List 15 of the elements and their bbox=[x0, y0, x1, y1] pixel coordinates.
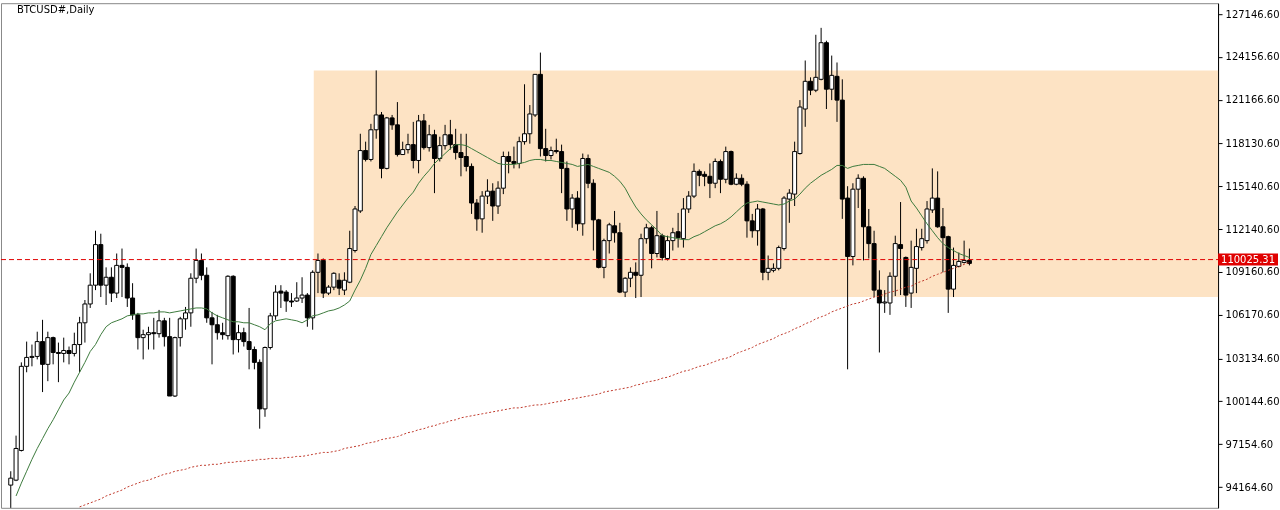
y-tick-label: 112140.60 bbox=[1225, 223, 1280, 235]
y-tick-label: 121166.60 bbox=[1225, 94, 1280, 106]
y-tick-label: 127146.60 bbox=[1225, 8, 1280, 20]
y-tick-label: 109160.60 bbox=[1225, 266, 1280, 278]
y-tick-label: 97154.60 bbox=[1225, 438, 1274, 450]
y-tick-label: 115140.60 bbox=[1225, 180, 1280, 192]
chart-title: BTCUSD#,Daily bbox=[16, 4, 95, 16]
ref-line-label: 110025.31 bbox=[1221, 253, 1276, 265]
line-series bbox=[79, 261, 970, 508]
y-tick-label: 103134.60 bbox=[1225, 352, 1280, 364]
y-tick-label: 100144.60 bbox=[1225, 395, 1280, 407]
y-tick-label: 94164.60 bbox=[1225, 481, 1274, 493]
y-tick-label: 118130.60 bbox=[1225, 137, 1280, 149]
y-tick-label: 106170.60 bbox=[1225, 309, 1280, 321]
y-tick-label: 124156.60 bbox=[1225, 51, 1280, 63]
